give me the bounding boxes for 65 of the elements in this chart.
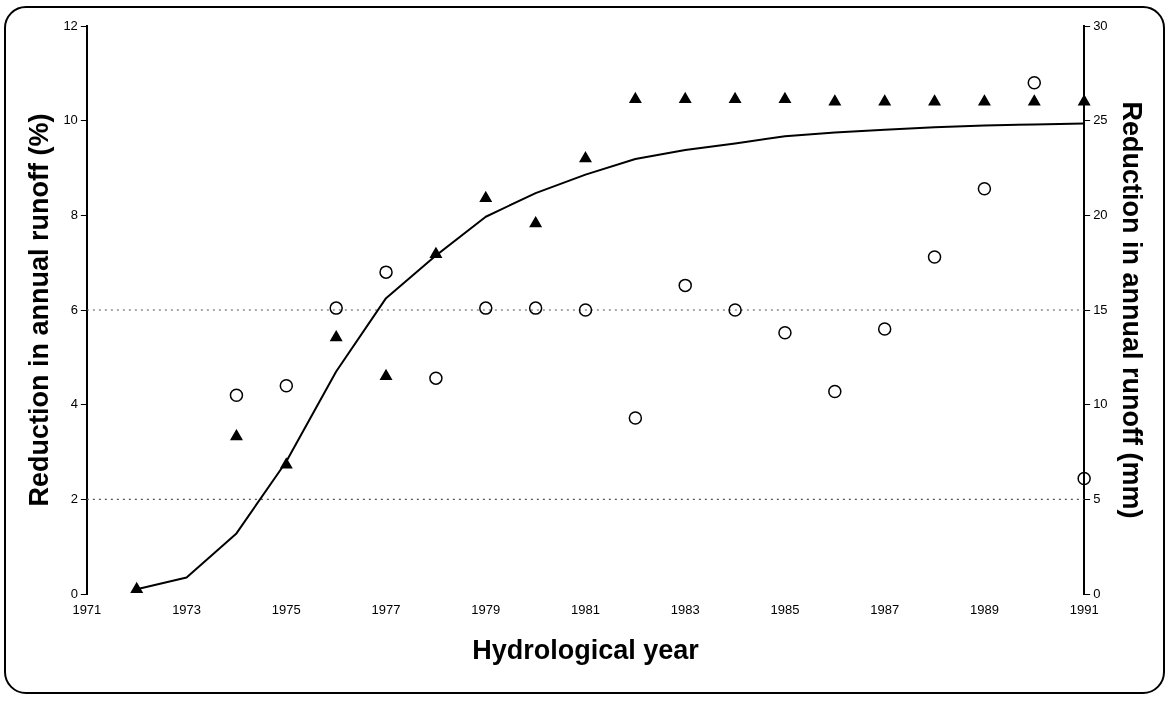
x-tick-label: 1985 (770, 602, 800, 618)
x-tick-label: 1977 (371, 602, 401, 618)
point (678, 278, 692, 293)
y-tick-label: 6 (70, 301, 78, 317)
y2-axis-title: Reduction in annual runoff (mm) (1117, 101, 1148, 519)
x-axis-title: Hydrological year (472, 635, 700, 666)
y-tick-label: 12 (63, 17, 78, 33)
point (779, 92, 791, 104)
point (579, 151, 592, 163)
y2-tick-label: 0 (1093, 585, 1101, 601)
point (828, 384, 842, 399)
point (578, 303, 593, 317)
y2-tick-label: 25 (1093, 112, 1108, 128)
y2-tick-label: 15 (1093, 301, 1108, 317)
point (279, 378, 294, 393)
point (679, 92, 692, 104)
point (229, 388, 244, 402)
y-tick-label: 8 (70, 206, 78, 222)
point (928, 94, 941, 106)
y2-tick-label: 20 (1093, 206, 1108, 222)
point (528, 301, 543, 315)
point (329, 301, 343, 315)
point (629, 92, 642, 104)
point (729, 92, 742, 104)
point (878, 94, 891, 106)
point (380, 369, 392, 381)
point (1077, 471, 1091, 486)
point (429, 371, 443, 385)
point (1028, 94, 1041, 106)
point (927, 250, 942, 264)
point (828, 94, 841, 106)
x-tick-label: 1981 (571, 602, 600, 618)
x-tick-label: 1991 (1069, 602, 1099, 618)
y-tick-label: 10 (63, 112, 78, 128)
y-tick-label: 2 (70, 490, 78, 506)
point (330, 330, 343, 342)
x-tick-label: 1989 (969, 602, 999, 618)
point (429, 247, 442, 258)
point (628, 411, 643, 425)
point (479, 191, 492, 203)
y-tick-label: 0 (70, 585, 78, 601)
y-axis-title: Reduction in annual runoff (%) (23, 113, 54, 507)
point (1027, 76, 1042, 90)
point (230, 429, 243, 441)
y2-tick-label: 10 (1093, 396, 1108, 412)
point (479, 301, 493, 315)
point (728, 303, 742, 317)
point (379, 265, 393, 279)
point (280, 458, 293, 469)
x-tick-label: 1983 (670, 602, 700, 618)
point (977, 182, 992, 196)
point (877, 322, 892, 336)
point (1078, 94, 1091, 106)
point (978, 94, 991, 106)
point (778, 325, 792, 340)
x-tick-label: 1979 (471, 602, 501, 618)
point (529, 216, 542, 228)
x-tick-label: 1971 (72, 602, 102, 618)
x-tick-label: 1973 (172, 602, 202, 618)
x-tick-label: 1975 (271, 602, 301, 618)
point (130, 582, 143, 594)
y2-tick-label: 30 (1093, 17, 1108, 33)
y2-tick-label: 5 (1093, 490, 1101, 506)
x-tick-label: 1987 (870, 602, 900, 618)
y-tick-label: 4 (70, 396, 78, 412)
